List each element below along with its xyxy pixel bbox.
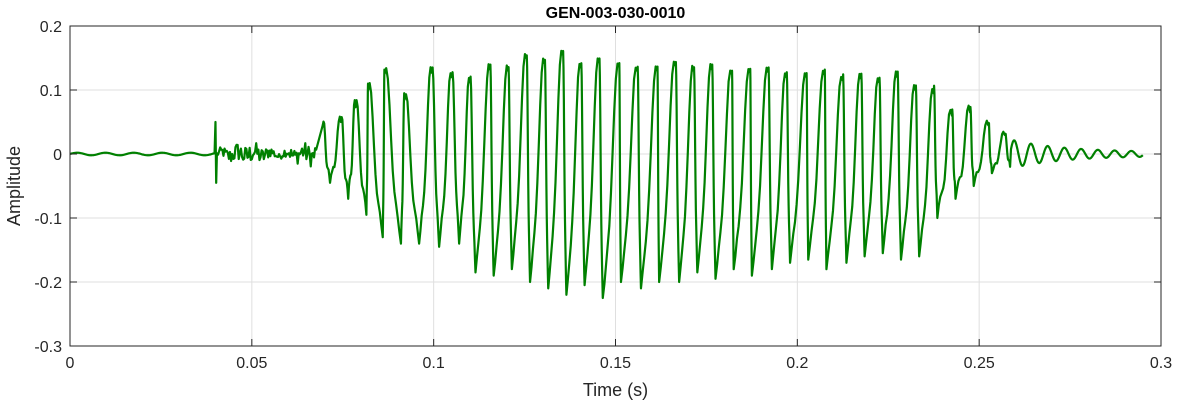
ticks: 0 0.05 0.1 0.15 0.2 0.25 0.3 -0.3 -0.2 -0.1 0 0.1 0.…	[34, 19, 1172, 372]
y-tick-label: 0.2	[40, 19, 62, 36]
x-axis-label: Time (s)	[583, 380, 648, 400]
y-tick-label: 0.1	[40, 83, 62, 100]
x-tick-label: 0	[66, 355, 75, 372]
y-tick-label: -0.1	[34, 211, 62, 228]
x-tick-label: 0.2	[786, 355, 808, 372]
y-tick-label: -0.3	[34, 339, 62, 356]
series-layer	[70, 49, 1144, 300]
x-tick-label: 0.3	[1150, 355, 1172, 372]
y-tick-label: 0	[53, 147, 62, 164]
y-tick-label: -0.2	[34, 275, 62, 292]
waveform-line	[70, 49, 1144, 300]
x-tick-label: 0.15	[600, 355, 631, 372]
x-tick-label: 0.25	[964, 355, 995, 372]
y-axis-label: Amplitude	[4, 146, 24, 226]
x-tick-label: 0.05	[236, 355, 267, 372]
x-tick-label: 0.1	[423, 355, 445, 372]
chart-title: GEN-003-030-0010	[546, 5, 686, 22]
